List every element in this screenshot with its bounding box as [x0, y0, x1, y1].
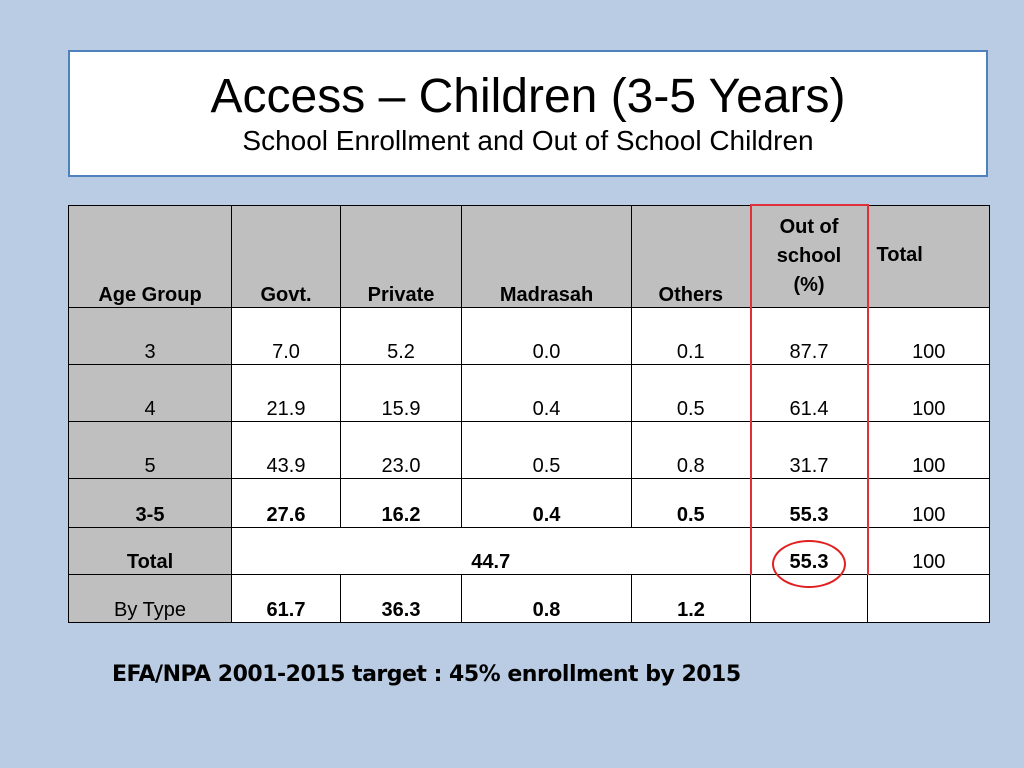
by-type-label-cell: By Type — [68, 573, 232, 623]
table-row: 3 7.0 5.2 0.0 0.1 87.7 100 — [68, 306, 990, 365]
out-of-school-cell: 61.4 — [749, 363, 869, 422]
header-private: Private — [340, 204, 462, 308]
others-cell: 0.5 — [631, 477, 751, 528]
target-note: EFA/NPA 2001-2015 target : 45% enrollmen… — [112, 662, 741, 687]
age-cell: 3-5 — [68, 477, 232, 528]
by-type-private-cell: 36.3 — [340, 573, 462, 623]
total-label-cell: Total — [68, 526, 232, 575]
total-row: Total 44.7 55.3 100 — [68, 526, 990, 588]
total-cell: 100 — [867, 477, 990, 528]
enrollment-table: Age Group Govt. Private Madrasah Others … — [68, 204, 990, 623]
total-enrolled-cell: 44.7 — [231, 526, 751, 575]
total-cell: 100 — [867, 306, 990, 365]
header-row: Age Group Govt. Private Madrasah Others … — [68, 204, 990, 308]
madrasah-cell: 0.5 — [461, 420, 632, 479]
by-type-govt-cell: 61.7 — [231, 573, 341, 623]
header-oos-line-2: school — [776, 244, 842, 267]
header-oos-line-3: (%) — [793, 273, 825, 296]
age-cell: 4 — [68, 363, 232, 422]
by-type-empty-total-cell — [867, 573, 990, 623]
slide-title: Access – Children (3-5 Years) — [210, 70, 846, 123]
madrasah-cell: 0.0 — [461, 306, 632, 365]
madrasah-cell: 0.4 — [461, 363, 632, 422]
govt-cell: 43.9 — [231, 420, 341, 479]
header-total: Total — [867, 204, 990, 308]
slide-subtitle: School Enrollment and Out of School Chil… — [242, 125, 814, 156]
total-cell: 100 — [867, 363, 990, 422]
by-type-madrasah-cell: 0.8 — [461, 573, 632, 623]
private-cell: 5.2 — [340, 306, 462, 365]
madrasah-cell: 0.4 — [461, 477, 632, 528]
out-of-school-cell: 87.7 — [749, 306, 869, 365]
header-oos-line-1: Out of — [779, 215, 839, 238]
age-cell: 5 — [68, 420, 232, 479]
out-of-school-cell: 31.7 — [749, 420, 869, 479]
total-out-of-school-cell: 55.3 — [749, 526, 869, 588]
header-out-of-school: Out of school (%) — [749, 204, 869, 308]
header-age-group: Age Group — [68, 204, 232, 308]
private-cell: 23.0 — [340, 420, 462, 479]
header-govt: Govt. — [231, 204, 341, 308]
others-cell: 0.1 — [631, 306, 751, 365]
table-row: 5 43.9 23.0 0.5 0.8 31.7 100 — [68, 420, 990, 479]
table-row: 4 21.9 15.9 0.4 0.5 61.4 100 — [68, 363, 990, 422]
by-type-row: By Type 61.7 36.3 0.8 1.2 — [68, 573, 990, 623]
total-total-cell: 100 — [867, 526, 990, 575]
others-cell: 0.8 — [631, 420, 751, 479]
header-others: Others — [631, 204, 751, 308]
govt-cell: 27.6 — [231, 477, 341, 528]
circled-value: 55.3 — [772, 540, 846, 588]
govt-cell: 21.9 — [231, 363, 341, 422]
highlight-circle — [772, 540, 846, 588]
private-cell: 16.2 — [340, 477, 462, 528]
by-type-others-cell: 1.2 — [631, 573, 751, 623]
age-cell: 3 — [68, 306, 232, 365]
govt-cell: 7.0 — [231, 306, 341, 365]
title-box: Access – Children (3-5 Years) School Enr… — [68, 50, 988, 177]
table-row: 3-5 27.6 16.2 0.4 0.5 55.3 100 — [68, 477, 990, 528]
total-cell: 100 — [867, 420, 990, 479]
header-madrasah: Madrasah — [461, 204, 632, 308]
out-of-school-cell: 55.3 — [749, 477, 869, 528]
private-cell: 15.9 — [340, 363, 462, 422]
others-cell: 0.5 — [631, 363, 751, 422]
